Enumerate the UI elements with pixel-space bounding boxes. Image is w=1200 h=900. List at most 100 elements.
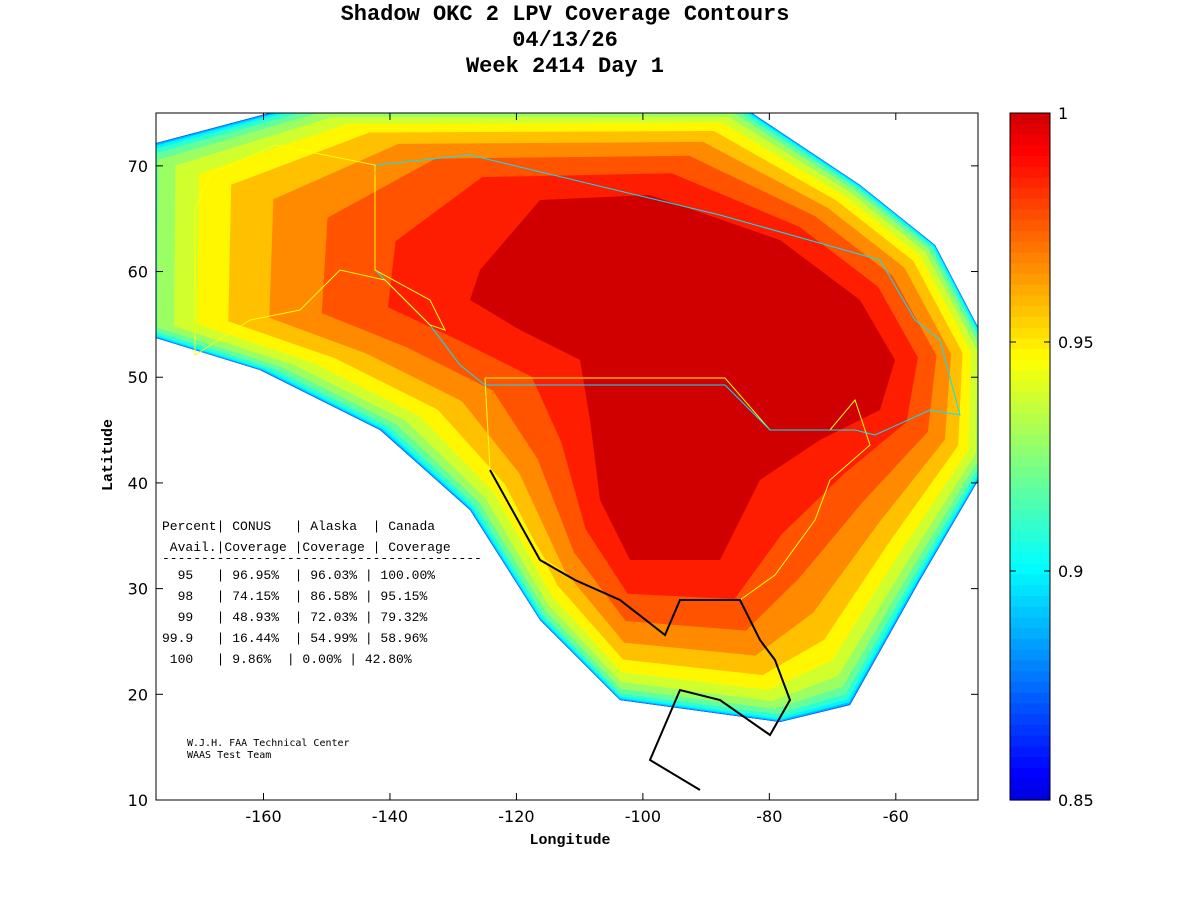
y-axis-label: Latitude [100,419,117,491]
coastline [489,469,792,791]
colorbar-segment [1010,767,1050,780]
colorbar-segment [1010,359,1050,372]
colorbar-segment [1010,263,1050,275]
x-axis: -160 -140 -120 -100 -80 -60 [245,113,909,826]
table-separator: ----------------------------------------… [162,551,482,566]
table-row: 95 | 96.95% | 96.03% | 100.00% [162,568,436,583]
colorbar-segment [1010,649,1050,662]
colorbar: 1 0.95 0.9 0.85 [1009,104,1094,810]
table-header-2: Avail.|Coverage |Coverage | Coverage [162,540,451,555]
colorbar-segment [1010,402,1050,415]
alaska-border [194,144,446,356]
title-line-3: Week 2414 Day 1 [465,54,665,79]
colorbar-segment [1010,316,1050,329]
colorbar-tick-label: 0.85 [1058,791,1094,810]
colorbar-segment [1010,596,1050,608]
colorbar-segment [1010,349,1050,361]
colorbar-segment [1010,188,1050,200]
y-tick-label: 10 [128,791,148,810]
colorbar-segment [1010,113,1050,125]
colorbar-segment [1010,757,1050,769]
y-tick-label: 40 [128,474,148,493]
credit-line-2: WAAS Test Team [187,750,272,761]
colorbar-segment [1010,295,1050,307]
x-tick-label: -60 [883,807,909,826]
table-header-1: Percent| CONUS | Alaska | Canada [162,519,436,534]
y-tick-label: 20 [128,685,148,704]
colorbar-segment [1010,520,1050,533]
colorbar-tick-label: 0.95 [1058,333,1094,352]
colorbar-segment [1010,499,1050,511]
colorbar-segment [1010,542,1050,554]
colorbar-segment [1010,338,1050,350]
colorbar-segment [1010,155,1050,168]
colorbar-segment [1010,574,1050,586]
title-line-2: 04/13/26 [512,28,618,53]
colorbar-segment [1010,671,1050,683]
colorbar-segment [1010,435,1050,447]
colorbar-segment [1010,209,1050,221]
colorbar-segment [1010,284,1050,297]
colorbar-segment [1010,553,1050,565]
colorbar-segment [1010,198,1050,211]
colorbar-segment [1010,123,1050,136]
y-tick-label: 30 [128,580,148,599]
colorbar-segment [1010,692,1050,704]
colorbar-segment [1010,660,1050,672]
colorbar-segment [1010,177,1050,189]
chart-title: Shadow OKC 2 LPV Coverage Contours 04/13… [0,2,1130,80]
colorbar-segment [1010,445,1050,458]
contour-layers [156,113,978,722]
title-line-1: Shadow OKC 2 LPV Coverage Contours [340,2,790,27]
colorbar-segment [1010,327,1050,340]
credit-line-1: W.J.H. FAA Technical Center [187,738,350,749]
colorbar-segment [1010,510,1050,522]
table-row: 99 | 48.93% | 72.03% | 79.32% [162,610,428,625]
credit-text: W.J.H. FAA Technical Center WAAS Test Tea… [187,738,350,762]
y-tick-label: 60 [128,263,148,282]
plot-frame [155,112,979,801]
colorbar-segment [1010,381,1050,393]
colorbar-segment [1010,424,1050,436]
colorbar-segment [1010,456,1050,468]
colorbar-segment [1010,703,1050,715]
colorbar-segment [1010,413,1050,425]
colorbar-segment [1010,789,1050,801]
y-tick-label: 70 [128,157,148,176]
colorbar-segment [1010,166,1050,178]
colorbar-segment [1010,306,1050,318]
colorbar-segment [1010,628,1050,640]
x-tick-label: -160 [245,807,281,826]
colorbar-segment [1010,617,1050,629]
x-tick-label: -100 [625,807,661,826]
x-tick-label: -140 [372,807,408,826]
colorbar-segment [1010,531,1050,543]
colorbar-segment [1010,714,1050,726]
colorbar-segment [1010,638,1050,651]
table-row: 99.9 | 16.44% | 54.99% | 58.96% [162,631,428,646]
colorbar-segment [1010,220,1050,232]
boundaries [194,144,961,791]
canada-border [374,154,961,436]
colorbar-segment [1010,681,1050,694]
table-row: 100 | 9.86% | 0.00% | 42.80% [162,652,412,667]
colorbar-segment [1010,606,1050,619]
x-tick-label: -80 [756,807,782,826]
y-axis: 10 20 30 40 50 60 70 [128,157,978,810]
colorbar-segment [1010,134,1050,146]
colorbar-segment [1010,488,1050,501]
y-tick-label: 50 [128,368,148,387]
colorbar-segment [1010,467,1050,479]
colorbar-segment [1010,145,1050,157]
colorbar-segment [1010,585,1050,597]
x-tick-label: -120 [498,807,534,826]
colorbar-segment [1010,477,1050,490]
x-axis-label: Longitude [529,832,610,849]
coverage-table: Percent| CONUS | Alaska | Canada Avail.|… [162,516,482,670]
colorbar-segment [1010,735,1050,747]
colorbar-segment [1010,778,1050,790]
colorbar-segment [1010,274,1050,286]
colorbar-segment [1010,231,1050,243]
colorbar-segment [1010,746,1050,758]
